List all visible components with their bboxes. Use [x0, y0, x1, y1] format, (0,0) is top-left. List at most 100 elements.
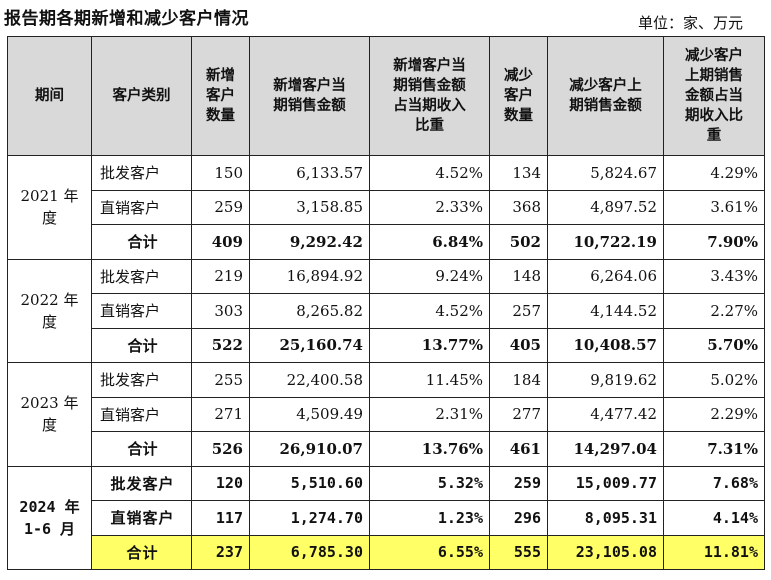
column-header-line: 客户	[206, 88, 235, 104]
new-count-cell: 219	[191, 258, 250, 294]
column-header-line: 金额占当	[685, 88, 743, 104]
new-count-cell: 522	[191, 327, 250, 363]
table-title: 报告期各期新增和减少客户情况	[4, 9, 249, 29]
lost-amount-cell: 5,824.67	[547, 155, 664, 191]
period-cell: 2021 年度	[7, 155, 92, 260]
lost-ratio-cell: 5.70%	[663, 327, 765, 363]
column-header-line: 上期销售	[685, 68, 743, 84]
lost-ratio-cell: 2.27%	[663, 293, 765, 329]
new-ratio-cell: 11.45%	[369, 362, 490, 398]
column-header-line: 新增	[206, 68, 235, 84]
lost-count-cell: 257	[489, 293, 548, 329]
column-header: 减少客户上期销售金额占当期收入比重	[663, 36, 765, 156]
new-ratio-cell: 6.55%	[369, 534, 490, 570]
new-amount-cell: 25,160.74	[249, 327, 370, 363]
new-ratio-cell: 5.32%	[369, 465, 490, 501]
lost-amount-cell: 9,819.62	[547, 362, 664, 398]
new-amount-cell: 1,274.70	[249, 500, 370, 536]
lost-amount-cell: 10,722.19	[547, 224, 664, 260]
customer-type-cell: 直销客户	[91, 396, 192, 432]
lost-count-cell: 148	[489, 258, 548, 294]
lost-count-cell: 134	[489, 155, 548, 191]
lost-amount-cell: 23,105.08	[547, 534, 664, 570]
lost-count-cell: 502	[489, 224, 548, 260]
column-header-line: 期收入比	[685, 108, 743, 124]
new-ratio-cell: 2.31%	[369, 396, 490, 432]
column-header: 减少客户上 期销售金额	[547, 36, 664, 156]
column-header: 减少 客户 数量	[489, 36, 548, 156]
new-amount-cell: 6,785.30	[249, 534, 370, 570]
table-row: 直销客户 271 4,509.49 2.31% 277 4,477.42 2.29%	[8, 396, 765, 432]
column-header-line: 新增客户当	[273, 78, 346, 94]
new-count-cell: 259	[191, 189, 250, 225]
lost-count-cell: 368	[489, 189, 548, 225]
lost-ratio-cell: 7.68%	[663, 465, 765, 501]
table-row: 直销客户 303 8,265.82 4.52% 257 4,144.52 2.27%	[8, 293, 765, 329]
new-ratio-cell: 2.33%	[369, 189, 490, 225]
new-ratio-cell: 9.24%	[369, 258, 490, 294]
column-header-line: 减少客户	[685, 48, 743, 64]
lost-count-cell: 555	[489, 534, 548, 570]
period-label-line: 2021 年	[20, 187, 79, 206]
new-ratio-cell: 1.23%	[369, 500, 490, 536]
lost-amount-cell: 10,408.57	[547, 327, 664, 363]
column-header: 客户类别	[91, 36, 192, 156]
period-cell: 2022 年度	[7, 258, 92, 363]
lost-ratio-cell: 5.02%	[663, 362, 765, 398]
table-row: 合计 409 9,292.42 6.84% 502 10,722.19 7.90%	[8, 224, 765, 260]
column-header-line: 减少	[504, 68, 533, 84]
new-count-cell: 120	[191, 465, 250, 501]
new-count-cell: 255	[191, 362, 250, 398]
column-header-line: 比重	[415, 118, 444, 134]
customer-type-cell: 合计	[91, 431, 192, 467]
new-amount-cell: 3,158.85	[249, 189, 370, 225]
column-header-line: 数量	[504, 108, 533, 124]
customer-type-cell: 批发客户	[91, 258, 192, 294]
new-amount-cell: 4,509.49	[249, 396, 370, 432]
table-row: 直销客户 259 3,158.85 2.33% 368 4,897.52 3.61%	[8, 189, 765, 225]
new-amount-cell: 16,894.92	[249, 258, 370, 294]
lost-count-cell: 184	[489, 362, 548, 398]
lost-ratio-cell: 3.43%	[663, 258, 765, 294]
customer-type-cell: 直销客户	[91, 500, 192, 536]
column-header-line: 客户	[504, 88, 533, 104]
new-ratio-cell: 4.52%	[369, 293, 490, 329]
new-count-cell: 117	[191, 500, 250, 536]
lost-amount-cell: 4,144.52	[547, 293, 664, 329]
lost-count-cell: 461	[489, 431, 548, 467]
new-amount-cell: 26,910.07	[249, 431, 370, 467]
new-count-cell: 526	[191, 431, 250, 467]
new-count-cell: 150	[191, 155, 250, 191]
new-amount-cell: 5,510.60	[249, 465, 370, 501]
column-header-line: 占当期收入	[393, 98, 466, 114]
column-header-line: 重	[706, 128, 722, 144]
new-amount-cell: 22,400.58	[249, 362, 370, 398]
new-count-cell: 237	[191, 534, 250, 570]
column-header-line: 期销售金额	[273, 98, 346, 114]
period-label-line: 2024 年	[19, 497, 80, 516]
lost-ratio-cell: 4.14%	[663, 500, 765, 536]
lost-count-cell: 277	[489, 396, 548, 432]
table-row: 合计 237 6,785.30 6.55% 555 23,105.08 11.81%	[8, 534, 765, 570]
column-header-line: 客户类别	[112, 88, 171, 104]
new-count-cell: 303	[191, 293, 250, 329]
header-row: 期间 客户类别 新增 客户 数量 新增客户当 期销售金额 新增客户当 期销售金额 占当期收入 比重减…	[7, 36, 765, 156]
customer-type-cell: 合计	[91, 534, 192, 570]
lost-ratio-cell: 7.90%	[663, 224, 765, 260]
column-header-line: 新增客户当	[393, 58, 466, 74]
customer-change-table: 期间 客户类别 新增 客户 数量 新增客户当 期销售金额 新增客户当 期销售金额 占当期收入 比重减…	[7, 36, 765, 570]
customer-type-cell: 批发客户	[91, 362, 192, 398]
lost-ratio-cell: 7.31%	[663, 431, 765, 467]
column-header-line: 减少客户上	[569, 78, 642, 94]
table-row: 2023 年度批发客户 255 22,400.58 11.45% 184 9,819.62…	[7, 362, 765, 467]
lost-amount-cell: 15,009.77	[547, 465, 664, 501]
customer-type-cell: 批发客户	[91, 155, 192, 191]
column-header-line: 期间	[35, 88, 64, 104]
table-row: 合计 526 26,910.07 13.76% 461 14,297.04 7.31%	[8, 431, 765, 467]
new-count-cell: 271	[191, 396, 250, 432]
lost-ratio-cell: 11.81%	[663, 534, 765, 570]
lost-count-cell: 259	[489, 465, 548, 501]
lost-count-cell: 405	[489, 327, 548, 363]
column-header-line: 数量	[206, 108, 235, 124]
column-header: 期间	[7, 36, 92, 156]
